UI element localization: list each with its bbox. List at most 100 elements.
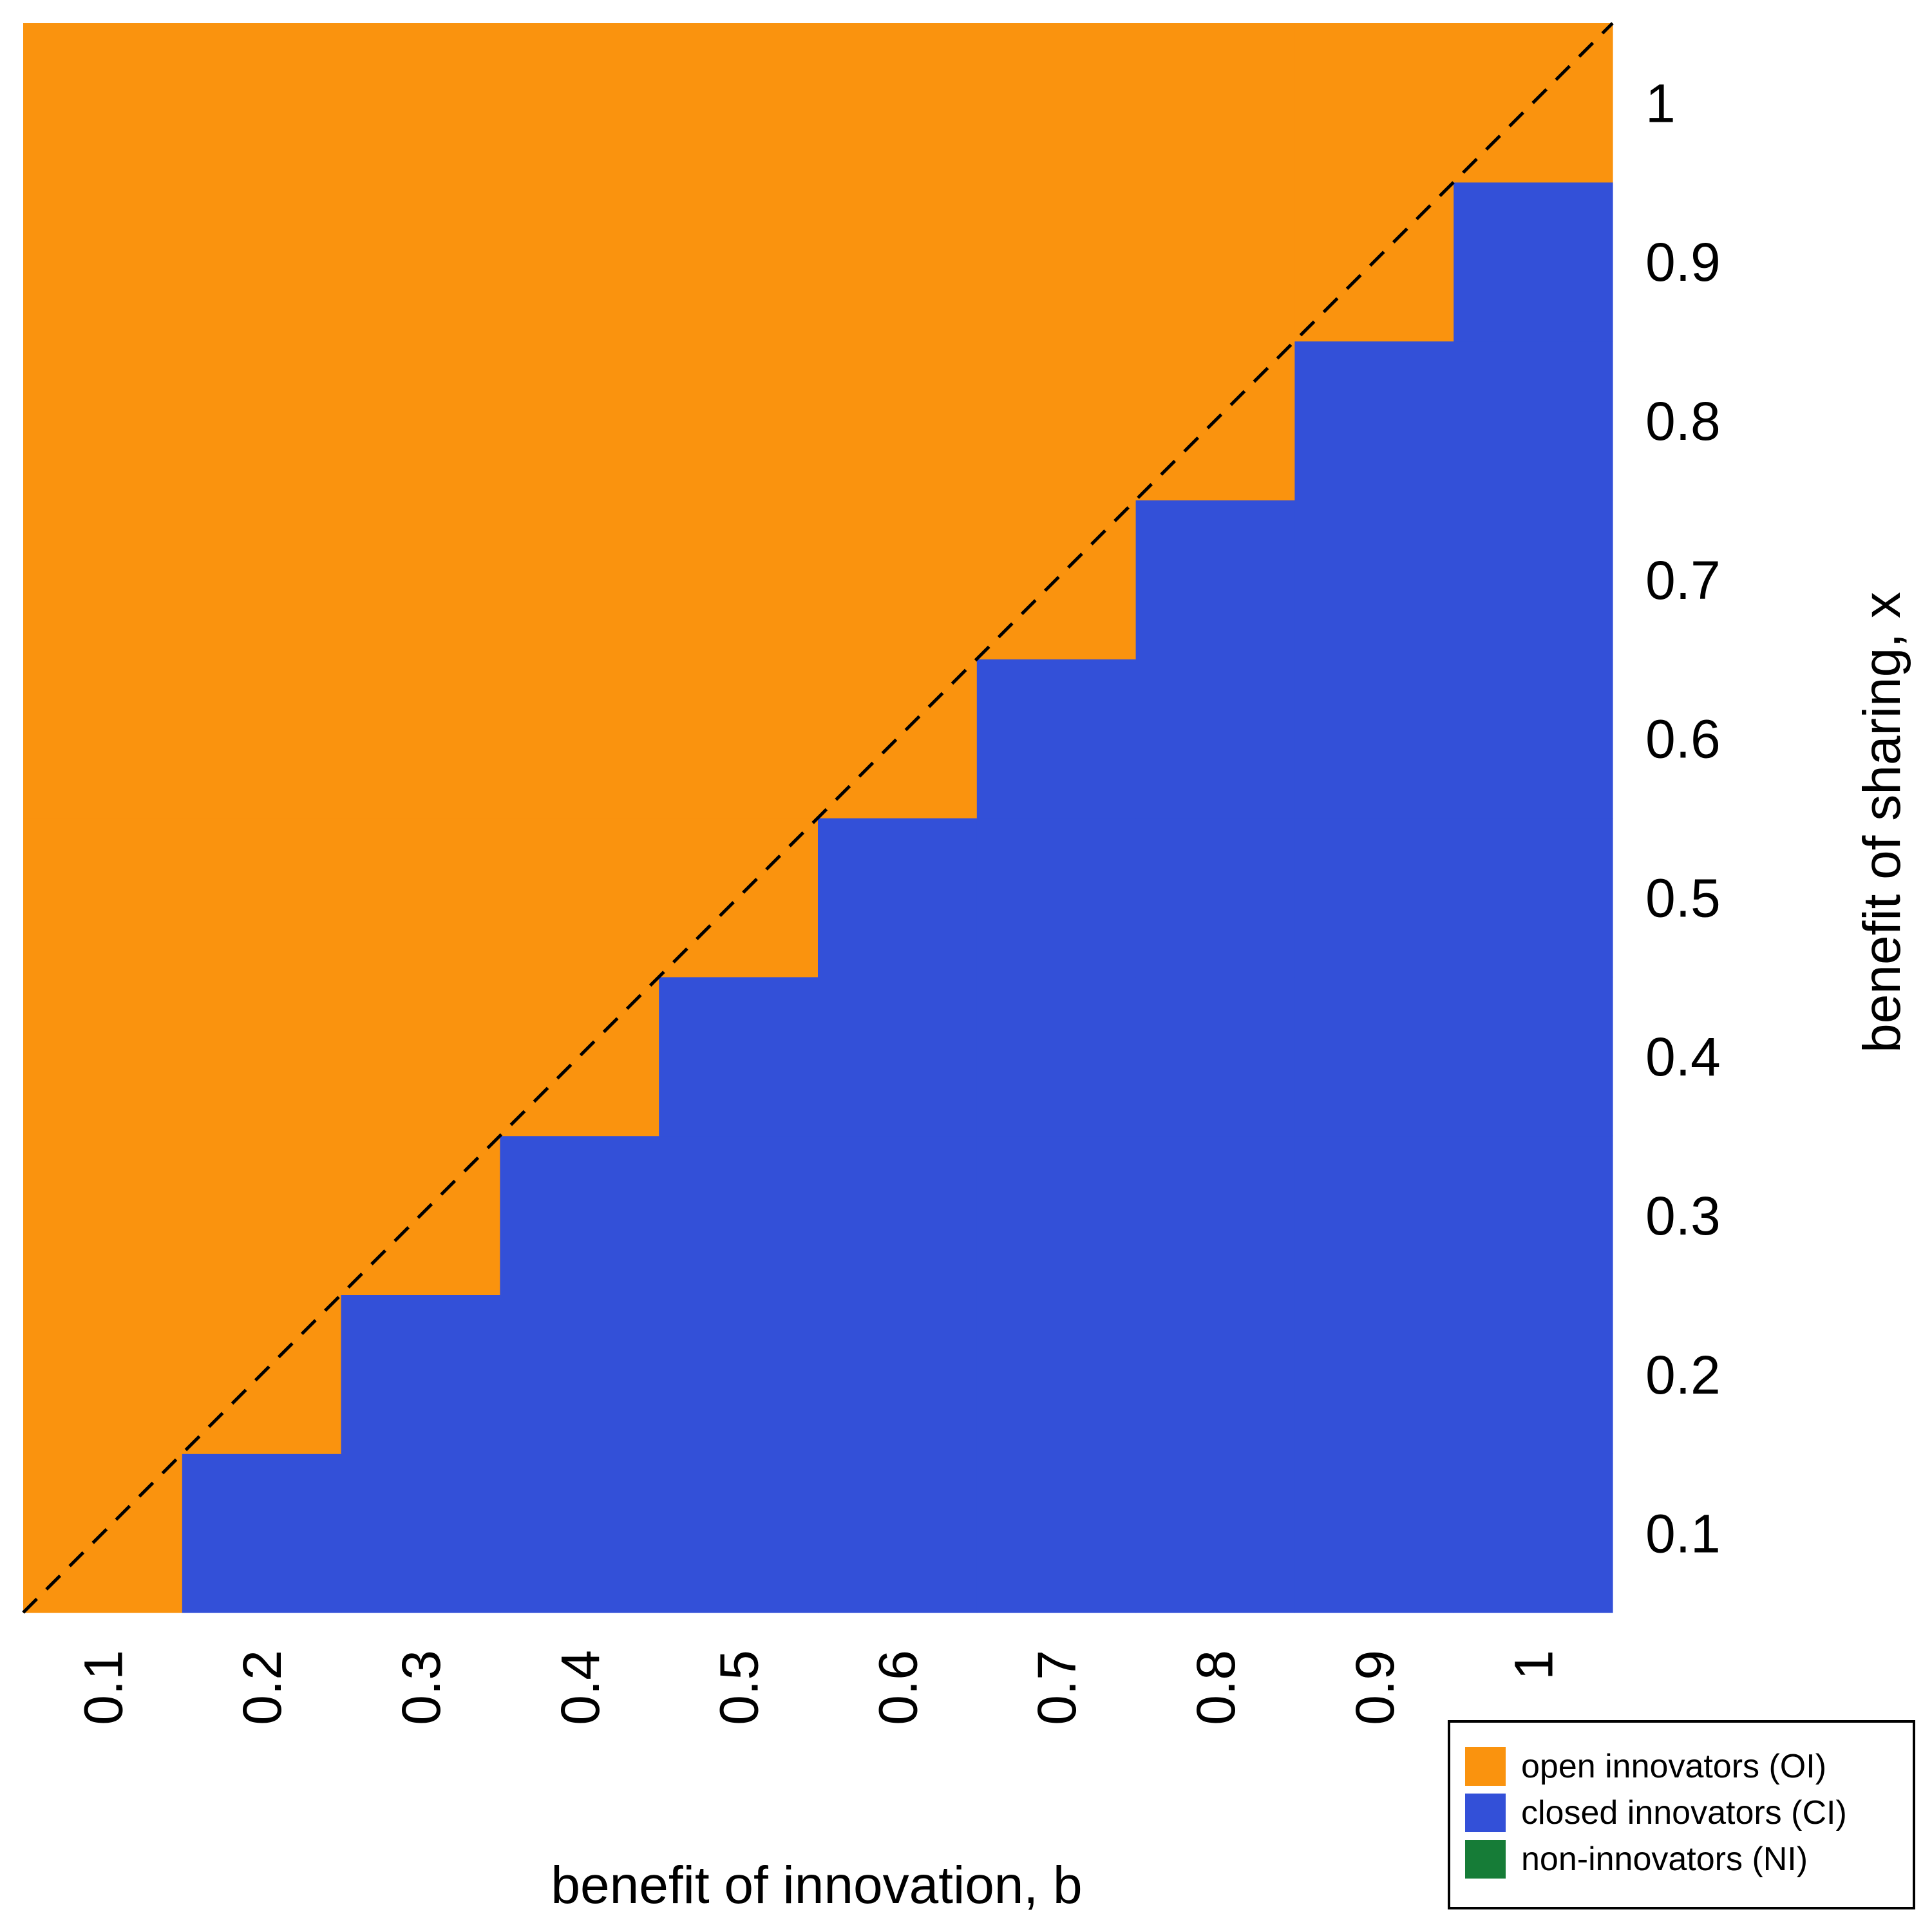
heatmap-cell-oi (341, 659, 500, 818)
heatmap-cell-oi (1294, 23, 1454, 182)
heatmap-cell-ci (341, 1454, 500, 1613)
heatmap-cell-oi (23, 818, 182, 977)
x-tick-label: 0.1 (73, 1650, 133, 1725)
legend-swatch-oi (1465, 1747, 1506, 1786)
y-tick-label: 0.3 (1645, 1186, 1721, 1246)
heatmap-cell-ci (500, 1136, 659, 1295)
heatmap-cell-ci (1136, 500, 1295, 659)
heatmap-cell-oi (341, 818, 500, 977)
heatmap-cell-oi (182, 500, 341, 659)
y-axis-tick-labels: 0.1 0.2 0.3 0.4 0.5 0.6 0.7 0.8 0.9 1 (1645, 73, 1721, 1564)
y-tick-label: 0.7 (1645, 550, 1721, 611)
legend-swatch-ci (1465, 1794, 1506, 1832)
heatmap-cell-oi (341, 182, 500, 341)
y-tick-label: 0.8 (1645, 391, 1721, 451)
x-tick-label: 0.3 (391, 1650, 451, 1725)
heatmap-cell-ci (818, 1136, 977, 1295)
heatmap-cell-oi (500, 818, 659, 977)
y-tick-label: 0.2 (1645, 1345, 1721, 1405)
heatmap-cell-oi (977, 341, 1136, 500)
heatmap-cell-ci (977, 659, 1136, 818)
heatmap-cell-ci (1294, 1454, 1454, 1613)
x-axis-label: benefit of innovation, b (551, 1856, 1082, 1915)
heatmap-cell-oi (182, 23, 341, 182)
y-tick-label: 0.9 (1645, 232, 1721, 292)
heatmap-cell-ci (1136, 977, 1295, 1136)
x-axis-tick-labels: 0.1 0.2 0.3 0.4 0.5 0.6 0.7 0.8 0.9 1 (73, 1650, 1564, 1725)
heatmap-cell-oi (500, 341, 659, 500)
heatmap-cell-ci (1454, 1294, 1613, 1454)
heatmap-cell-oi (182, 1136, 341, 1295)
heatmap-cell-ci (1454, 818, 1613, 977)
y-axis-label: benefit of sharing, x (1853, 592, 1911, 1053)
heatmap-cell-ci (659, 1454, 818, 1613)
heatmap-cell-ci (1454, 1136, 1613, 1295)
heatmap-cell-ci (1294, 818, 1454, 977)
heatmap-cell-oi (659, 182, 818, 341)
heatmap-cell-oi (182, 818, 341, 977)
heatmap-cell-oi (500, 182, 659, 341)
heatmap-cell-ci (818, 818, 977, 977)
heatmap-cell-ci (1136, 1136, 1295, 1295)
heatmap-cell-oi (818, 182, 977, 341)
heatmap-cell-oi (500, 23, 659, 182)
heatmap-cell-oi (23, 182, 182, 341)
x-tick-label: 0.4 (550, 1650, 611, 1725)
heatmap-cell-ci (1294, 500, 1454, 659)
heatmap-cell-oi (23, 977, 182, 1136)
heatmap-cell-ci (1454, 341, 1613, 500)
x-tick-label: 0.9 (1345, 1650, 1405, 1725)
heatmap-cell-oi (818, 341, 977, 500)
legend-label-ci: closed innovators (CI) (1521, 1794, 1847, 1832)
heatmap-cell-oi (341, 500, 500, 659)
y-tick-label: 0.6 (1645, 709, 1721, 770)
heatmap-cell-oi (659, 659, 818, 818)
heatmap-cell-ci (1136, 1294, 1295, 1454)
heatmap-cell-oi (1136, 23, 1295, 182)
heatmap-cell-ci (818, 1294, 977, 1454)
heatmap-cell-oi (182, 182, 341, 341)
heatmap-cell-ci (818, 1454, 977, 1613)
heatmap-cell-ci (977, 977, 1136, 1136)
heatmap-cell-ci (1454, 500, 1613, 659)
heatmap-cell-ci (500, 1294, 659, 1454)
heatmap-cell-ci (977, 1454, 1136, 1613)
heatmap-cell-oi (23, 23, 182, 182)
heatmap-cell-ci (1454, 1454, 1613, 1613)
heatmap-cell-oi (500, 659, 659, 818)
heatmap-cell-ci (1294, 1136, 1454, 1295)
heatmap-cell-oi (659, 341, 818, 500)
heatmap-cell-ci (1136, 659, 1295, 818)
heatmap-cell-oi (1136, 182, 1295, 341)
heatmap-cell-oi (23, 1294, 182, 1454)
y-tick-label: 1 (1645, 73, 1676, 133)
heatmap-cell-oi (23, 659, 182, 818)
x-tick-label: 1 (1504, 1650, 1564, 1680)
heatmap-cell-ci (977, 818, 1136, 977)
heatmap-cell-ci (1294, 977, 1454, 1136)
y-tick-label: 0.1 (1645, 1504, 1721, 1564)
legend: open innovators (OI) closed innovators (C… (1449, 1721, 1914, 1908)
heatmap-cell-ci (1454, 977, 1613, 1136)
heatmap-cell-oi (818, 500, 977, 659)
heatmap-cell-oi (977, 23, 1136, 182)
heatmap-cell-ci (1294, 659, 1454, 818)
legend-label-ni: non-innovators (NI) (1521, 1841, 1808, 1878)
x-tick-label: 0.8 (1186, 1650, 1246, 1725)
heatmap-cell-oi (659, 500, 818, 659)
heatmap-cell-ci (977, 1294, 1136, 1454)
legend-swatch-ni (1465, 1840, 1506, 1879)
heatmap-cell-ci (659, 1136, 818, 1295)
heatmap-cell-oi (23, 500, 182, 659)
heatmap-cell-ci (1454, 182, 1613, 341)
x-tick-label: 0.5 (709, 1650, 770, 1725)
heatmap-cell-ci (1136, 818, 1295, 977)
heatmap-cell-oi (182, 659, 341, 818)
heatmap-cell-ci (1294, 341, 1454, 500)
legend-items: open innovators (OI) closed innovators (C… (1465, 1747, 1847, 1879)
heatmap-cell-oi (341, 23, 500, 182)
heatmap-cell-ci (818, 977, 977, 1136)
x-tick-label: 0.7 (1027, 1650, 1087, 1725)
heatmap-cell-ci (1294, 1294, 1454, 1454)
